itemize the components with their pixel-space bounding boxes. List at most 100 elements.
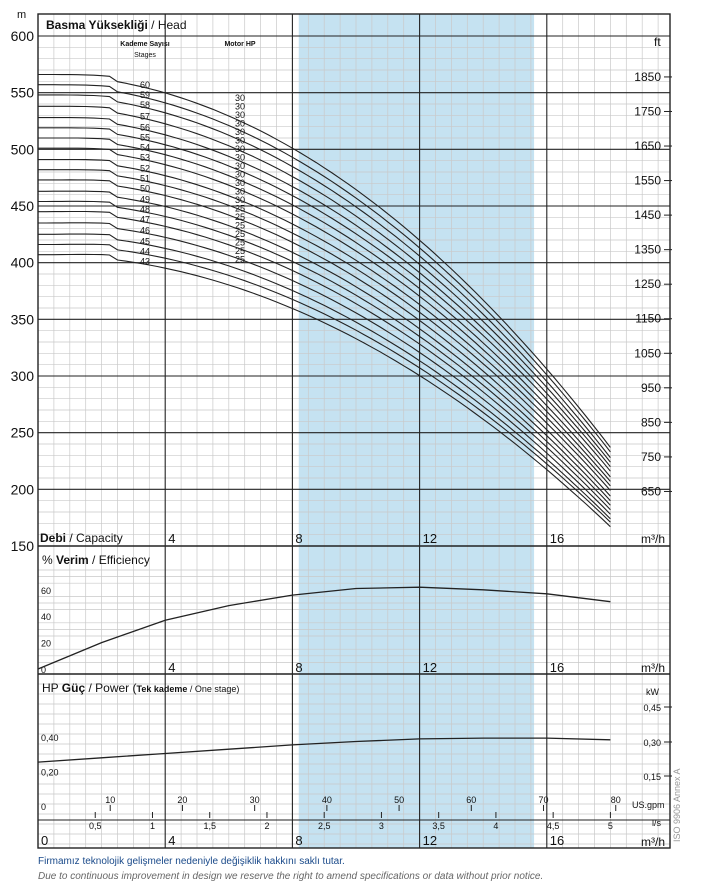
ls-unit: l/s (652, 818, 662, 828)
ft-tick-label: 750 (641, 450, 661, 464)
stage-count-label: 53 (140, 152, 150, 162)
efficiency-x-tick-label: 8 (295, 660, 302, 675)
motor-hp-label: 30 (235, 110, 245, 120)
motor-hp-label: 25 (235, 229, 245, 239)
head-curve-stages-60 (38, 73, 611, 448)
motor-hp-header: Motor HP (224, 41, 255, 48)
motor-hp-label: 30 (235, 187, 245, 197)
power-panel-title: HP Güç / Power (Tek kademe / One stage) (42, 681, 239, 695)
stage-count-label: 52 (140, 163, 150, 173)
head-ft-unit: ft (654, 35, 661, 49)
head-curve-stages-47 (38, 210, 611, 511)
motor-hp-label: 30 (235, 153, 245, 163)
head-curve-stages-53 (38, 147, 611, 482)
head-panel-title: Basma Yüksekliği / Head (46, 18, 187, 32)
motor-hp-label: 30 (235, 195, 245, 205)
ft-tick-label: 1450 (634, 208, 661, 222)
head-curve-stages-50 (38, 179, 611, 497)
motor-hp-label: 30 (235, 178, 245, 188)
ft-tick-label: 850 (641, 415, 661, 429)
efficiency-x-tick-label: 12 (423, 660, 437, 675)
ls-tick-label: 3 (379, 821, 384, 831)
usgpm-unit: US.gpm (632, 800, 665, 810)
power-x-tick-label: 8 (295, 833, 302, 848)
head-y-tick-label: 250 (11, 425, 35, 441)
head-y-tick-label: 550 (11, 85, 35, 101)
usgpm-tick-label: 80 (611, 795, 621, 805)
power-x-unit: m³/h (641, 835, 665, 849)
motor-hp-label: 30 (235, 144, 245, 154)
head-y-tick-label: 350 (11, 311, 35, 327)
usgpm-tick-label: 20 (177, 795, 187, 805)
efficiency-panel-title: % Verim / Efficiency (42, 553, 150, 567)
head-curve-stages-56 (38, 117, 611, 468)
ft-tick-label: 1250 (634, 277, 661, 291)
ls-tick-label: 4,5 (547, 821, 560, 831)
ft-tick-label: 1750 (634, 104, 661, 118)
ft-tick-label: 1550 (634, 174, 661, 188)
stage-count-label: 43 (140, 257, 150, 267)
power-x-tick-label: 16 (550, 833, 564, 848)
chart-frame (37, 13, 671, 849)
notice-english: Due to continuous improvement in design … (38, 871, 544, 882)
stages-header: Kademe Sayısı (120, 41, 169, 48)
ft-tick-label: 1050 (634, 346, 661, 360)
head-curve-stages-48 (38, 200, 611, 506)
efficiency-x-unit: m³/h (641, 661, 665, 675)
head-y-tick-label: 150 (11, 538, 35, 554)
iso-standard-label: ISO 9906 Annex A (672, 768, 682, 842)
stage-count-label: 58 (140, 100, 150, 110)
ft-tick-label: 950 (641, 381, 661, 395)
usgpm-tick-label: 70 (539, 795, 549, 805)
motor-hp-label: 30 (235, 136, 245, 146)
usgpm-tick-label: 10 (105, 795, 115, 805)
stage-count-label: 46 (140, 226, 150, 236)
ls-tick-label: 0,5 (89, 821, 102, 831)
head-y-tick-label: 600 (11, 28, 35, 44)
head-curve-stages-58 (38, 94, 611, 458)
head-curve-stages-45 (38, 233, 611, 520)
motor-hp-label: 30 (235, 161, 245, 171)
operating-range-band (298, 14, 535, 848)
minor-grid (38, 14, 670, 848)
head-curve-stages-54 (38, 137, 611, 478)
efficiency-curve (37, 586, 611, 670)
head-curve-stages-59 (38, 84, 611, 453)
stage-count-label: 44 (140, 247, 150, 257)
ls-tick-label: 1,5 (203, 821, 216, 831)
capacity-tick-label: 12 (423, 531, 437, 546)
efficiency-x-tick-label: 4 (168, 660, 175, 675)
stage-count-label: 60 (140, 80, 150, 90)
stage-count-label: 45 (140, 237, 150, 247)
power-y-tick-label: 0,40 (41, 733, 59, 743)
motor-hp-label: 25 (235, 221, 245, 231)
ls-tick-label: 4 (493, 821, 498, 831)
capacity-axis-label: Debi / Capacity (40, 531, 123, 545)
efficiency-y-tick-label: 0 (41, 665, 46, 675)
capacity-tick-label: 8 (295, 531, 302, 546)
stage-count-label: 55 (140, 132, 150, 142)
head-y-tick-label: 200 (11, 481, 35, 497)
ls-tick-label: 5 (608, 821, 613, 831)
head-y-tick-label: 500 (11, 141, 35, 157)
motor-hp-label: 30 (235, 93, 245, 103)
head-curve-stages-43 (38, 253, 611, 528)
stage-count-label: 56 (140, 122, 150, 132)
head-curves (38, 73, 611, 528)
stage-count-label: 49 (140, 195, 150, 205)
stage-count-label: 57 (140, 111, 150, 121)
ls-tick-label: 2 (264, 821, 269, 831)
head-y-unit: m (17, 9, 26, 21)
head-curve-stages-44 (38, 243, 611, 523)
efficiency-y-tick-label: 20 (41, 639, 51, 649)
motor-hp-label: 30 (235, 119, 245, 129)
motor-hp-label: 30 (235, 127, 245, 137)
power-y-tick-label: 0,20 (41, 768, 59, 778)
motor-hp-label: 25 (235, 246, 245, 256)
power-x-tick-label: 12 (423, 833, 437, 848)
capacity-tick-label: 4 (168, 531, 175, 546)
ls-tick-label: 1 (150, 821, 155, 831)
ft-tick-label: 650 (641, 484, 661, 498)
power-curve (37, 737, 611, 763)
